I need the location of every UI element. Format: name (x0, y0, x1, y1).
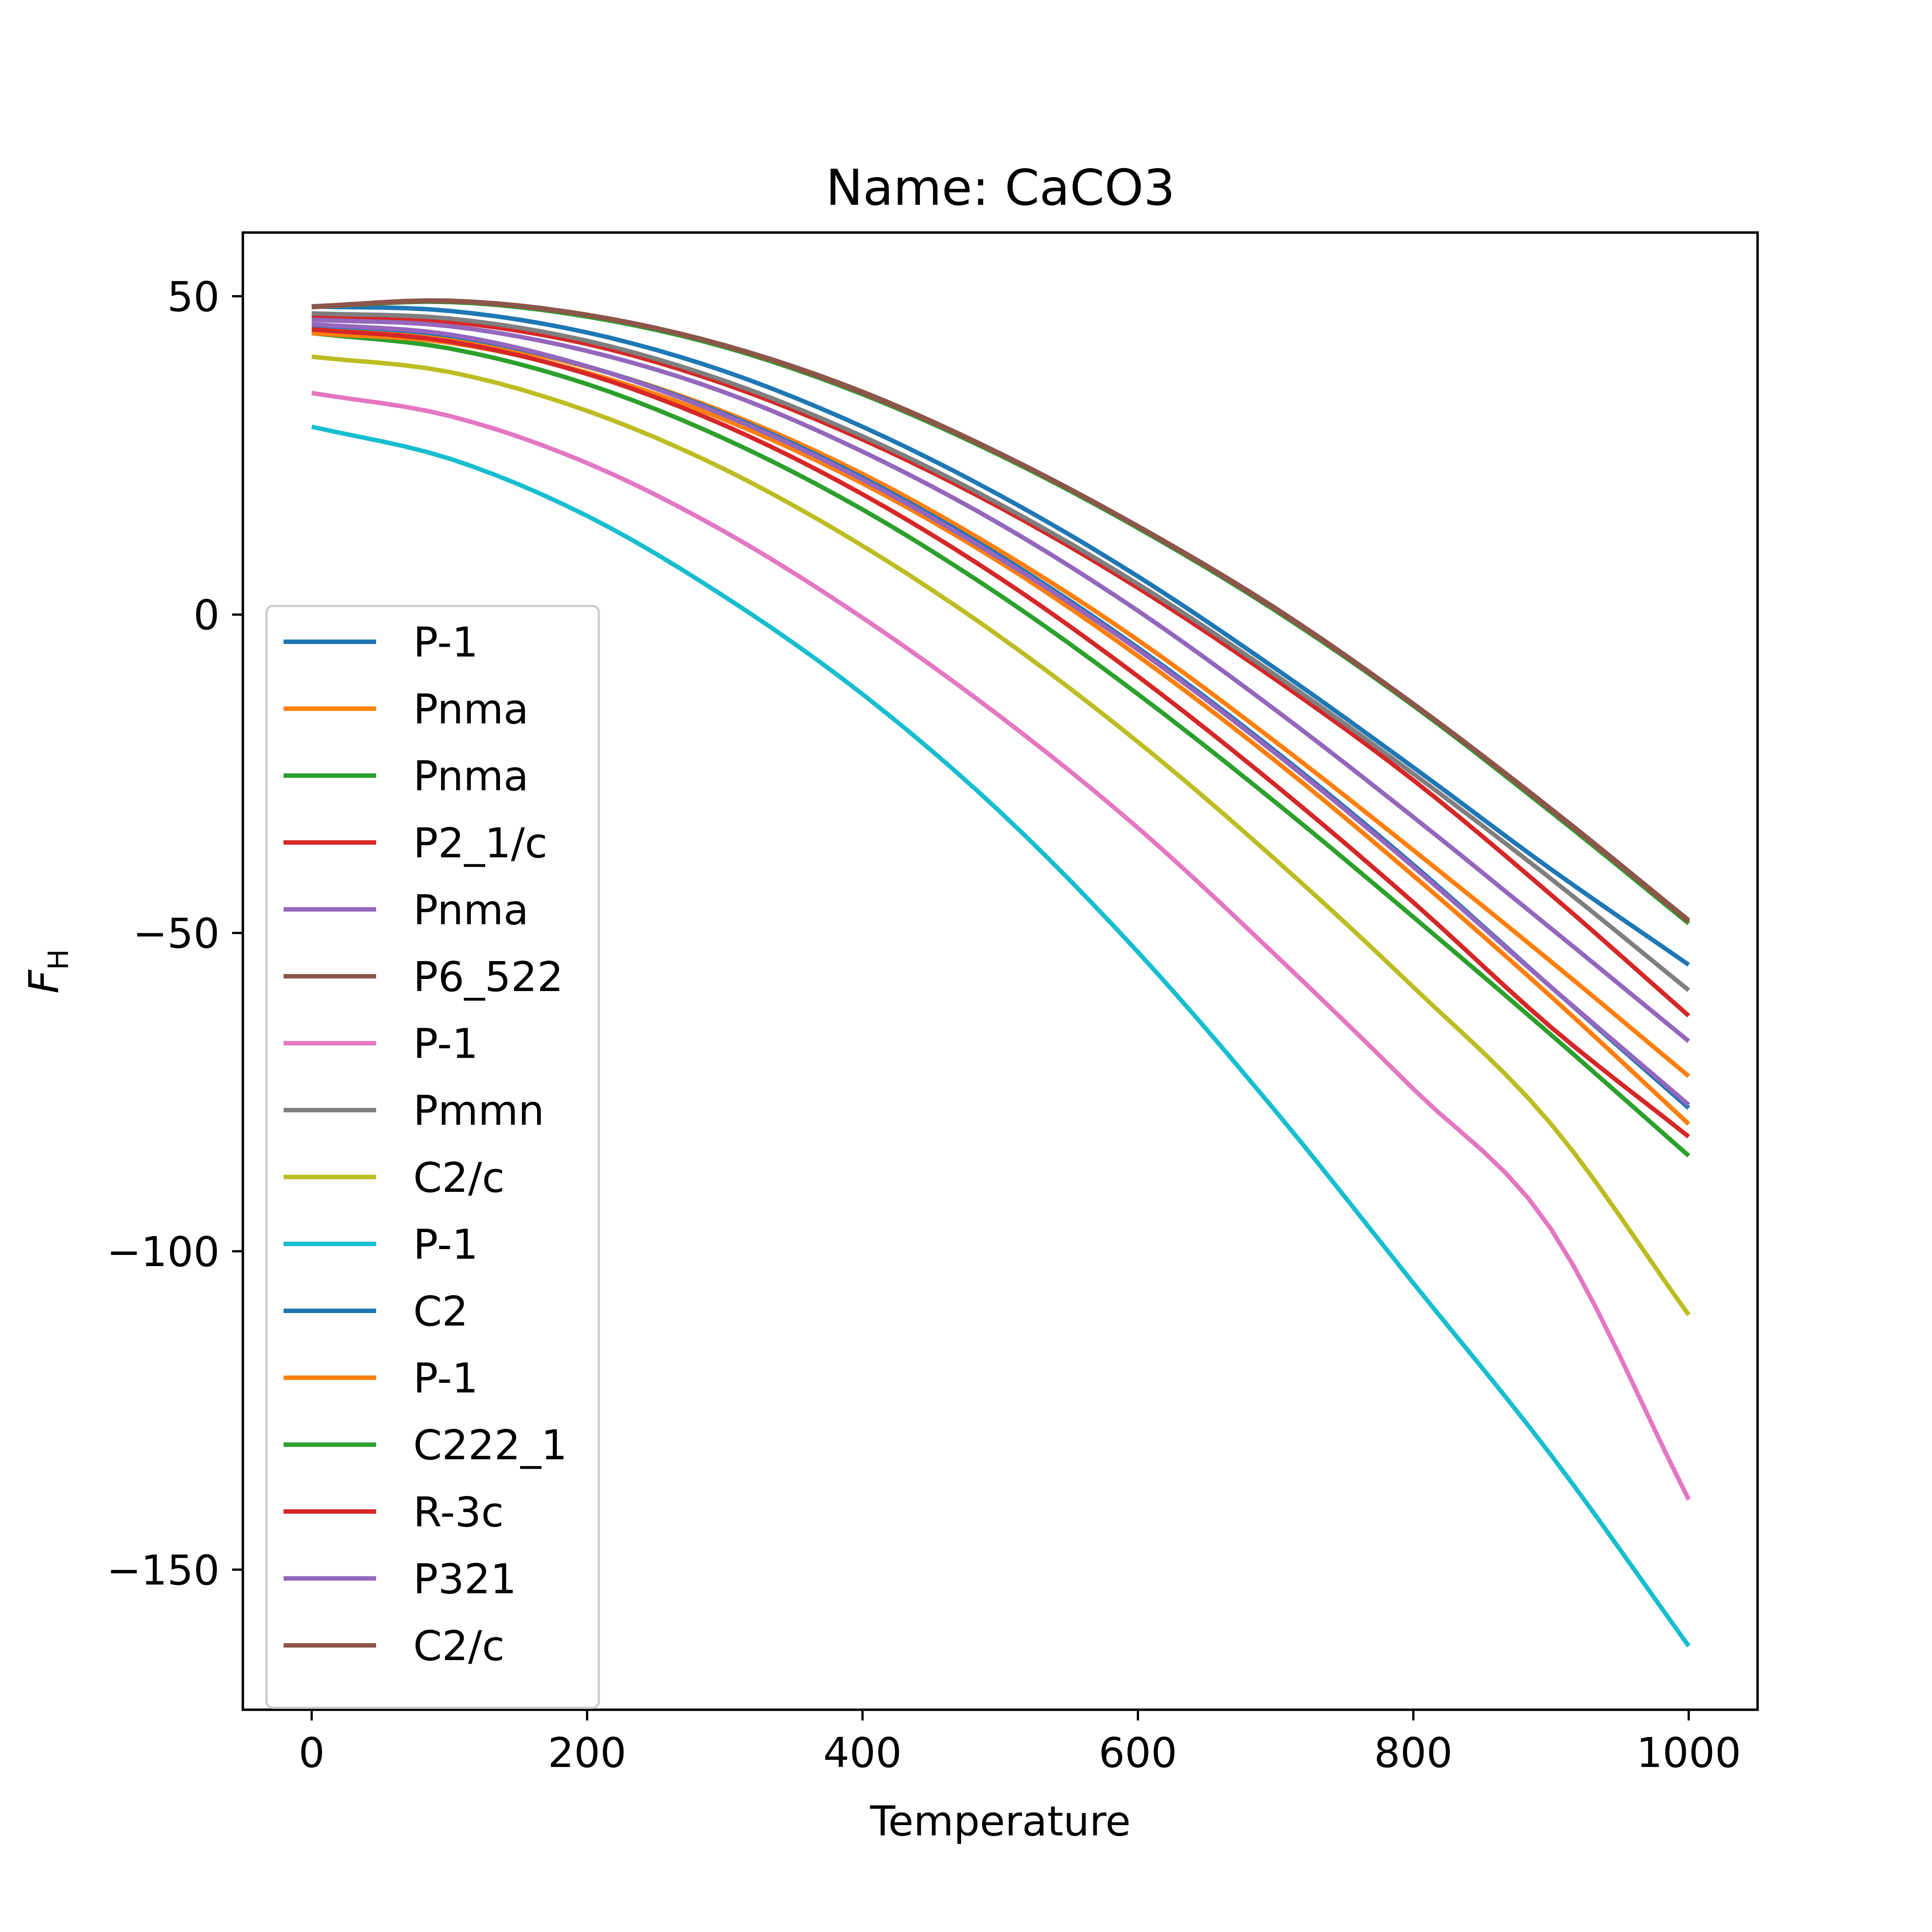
axes-border (242, 231, 1759, 1711)
y-tick-label: −150 (106, 1546, 220, 1594)
legend-label: Pnma (413, 686, 529, 733)
y-tick-label: −100 (106, 1228, 220, 1276)
series-line-15 (311, 322, 1690, 1107)
y-tick-label: −50 (133, 910, 220, 958)
x-tick-label: 800 (1374, 1729, 1453, 1777)
legend-label: P-1 (413, 1355, 478, 1402)
legend-label: Pnma (413, 752, 529, 800)
legend-label: R-3c (413, 1488, 504, 1536)
y-axis: 50 0 −50 −100 −150 (106, 273, 243, 1594)
x-tick-label: 200 (548, 1729, 627, 1777)
legend-label: C2/c (413, 1154, 504, 1202)
series-group (311, 298, 1691, 1648)
series-line-10 (311, 424, 1691, 1648)
legend-label: Pnma (413, 886, 529, 934)
legend-label: P6_522 (413, 953, 564, 1001)
y-tick-label: 50 (167, 273, 220, 321)
legend-label: C2 (413, 1288, 468, 1335)
x-tick-label: 600 (1099, 1729, 1178, 1777)
series-line-1 (311, 304, 1690, 967)
legend-label: C222_1 (413, 1421, 567, 1469)
series-line-9 (311, 354, 1691, 1317)
x-tick-label: 0 (299, 1729, 325, 1777)
legend-label: Pmmn (413, 1087, 544, 1135)
x-tick-label: 400 (823, 1729, 902, 1777)
x-tick-label: 1000 (1636, 1729, 1741, 1777)
y-axis-label-main: F (20, 970, 68, 994)
series-line-16 (311, 299, 1690, 924)
chart-title: Name: CaCO3 (826, 159, 1175, 217)
legend-label: P321 (413, 1555, 517, 1603)
series-line-4 (311, 313, 1690, 1017)
legend-label: P-1 (413, 1220, 478, 1268)
series-line-3 (311, 330, 1690, 1158)
legend-label: C2/c (413, 1622, 504, 1670)
series-line-8 (311, 311, 1690, 992)
legend: P-1 Pnma Pnma P2_1/c Pnma P6_522 P-1 Pmmn C2/c P-… (265, 605, 600, 1709)
legend-label: P2_1/c (413, 819, 547, 867)
y-axis-label-sub: H (42, 949, 75, 970)
legend-label: P-1 (413, 619, 478, 666)
series-line-5 (311, 318, 1690, 1043)
x-axis-label: Temperature (870, 1797, 1131, 1845)
y-axis-label: FH (20, 949, 75, 994)
legend-box (265, 605, 600, 1709)
x-axis: 0 200 400 600 800 1000 (299, 1710, 1741, 1777)
series-line-7 (311, 390, 1691, 1501)
series-line-14 (311, 327, 1690, 1139)
y-tick-label: 0 (193, 591, 220, 639)
legend-label: P-1 (413, 1020, 478, 1068)
